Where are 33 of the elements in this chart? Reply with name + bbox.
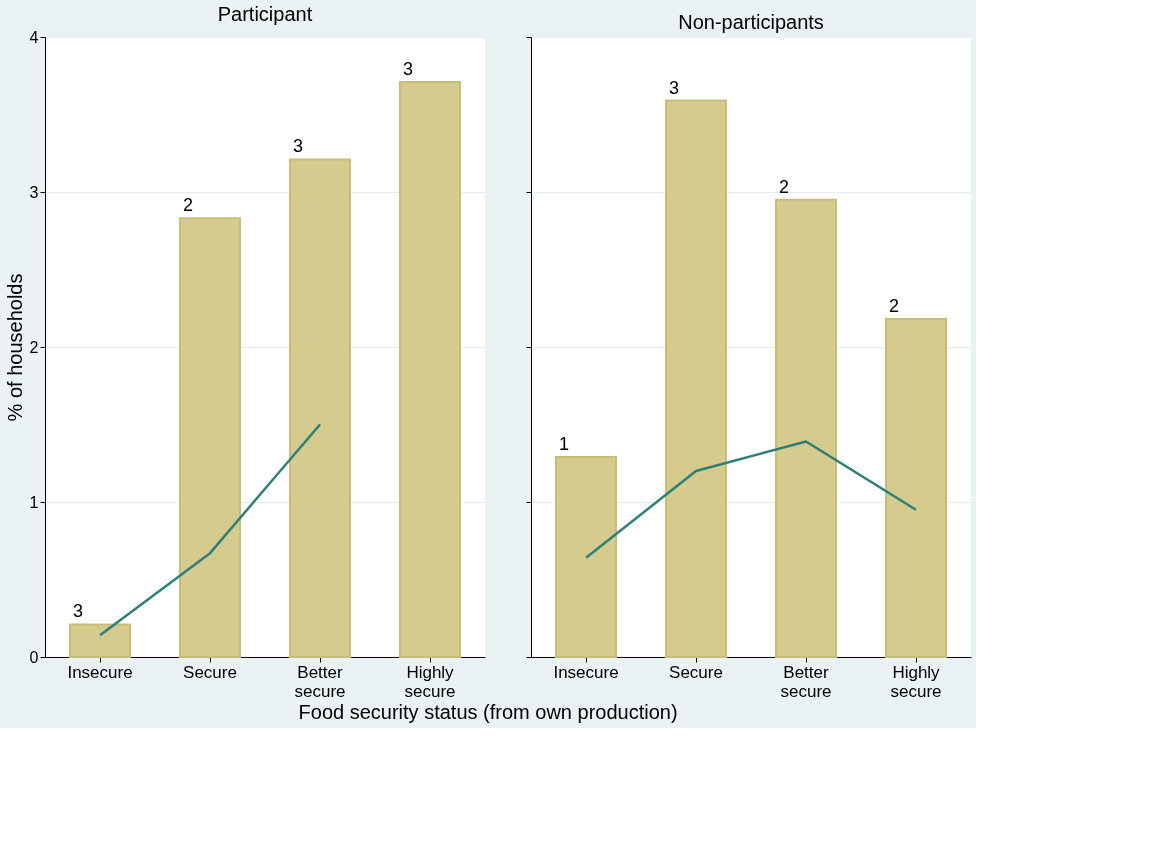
chart-title: Participant — [217, 3, 313, 25]
y-axis-title: % of households — [3, 273, 26, 422]
x-tick-label: Better secure — [780, 662, 832, 701]
bar — [69, 623, 131, 658]
x-tick-label: Secure — [669, 662, 723, 682]
x-tick-label: Insecure — [553, 662, 619, 682]
annotation: 3 — [72, 601, 84, 622]
annotation: 1 — [558, 434, 570, 455]
annotation: 3 — [292, 136, 304, 157]
annotation: 2 — [778, 176, 790, 197]
bar — [775, 198, 837, 658]
bar — [399, 80, 461, 658]
y-tick-label: 4 — [29, 28, 39, 46]
annotation: 3 — [668, 77, 680, 98]
x-tick-label: Better secure — [294, 662, 346, 701]
bar — [289, 158, 351, 658]
x-tick-label: Highly secure — [404, 662, 456, 701]
y-tick-label: 1 — [29, 493, 39, 511]
annotation: 3 — [402, 58, 414, 79]
chart-title: Non-participants — [678, 10, 824, 33]
y-tick-label: 2 — [29, 338, 39, 356]
y-tick-label: 0 — [29, 648, 39, 666]
x-tick-label: Highly secure — [890, 662, 942, 701]
x-axis-title: Food security status (from own production) — [298, 701, 678, 723]
annotation: 2 — [888, 296, 900, 317]
bar — [179, 217, 241, 658]
annotation: 2 — [182, 195, 194, 216]
y-tick-label: 3 — [29, 183, 39, 201]
x-tick-label: Secure — [183, 662, 237, 682]
bar — [665, 99, 727, 658]
bar — [885, 318, 947, 658]
x-tick-label: Insecure — [67, 662, 133, 682]
bar — [555, 456, 617, 658]
